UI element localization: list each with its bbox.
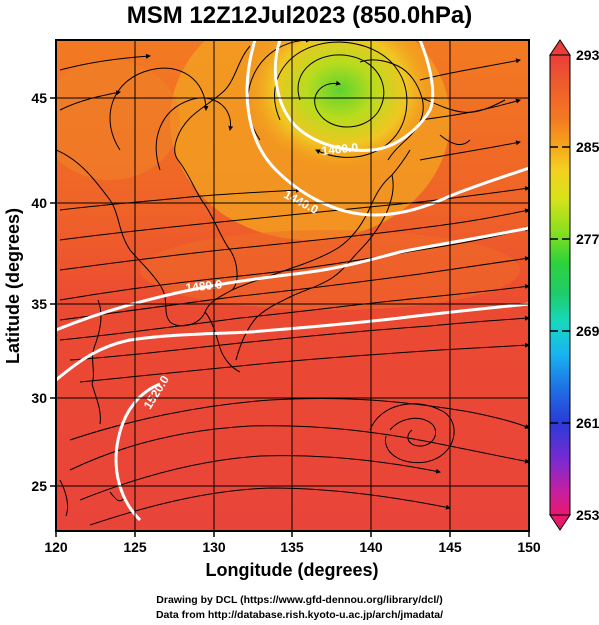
tick-marks (50, 97, 530, 537)
credit-data-source: Data from http://database.rish.kyoto-u.a… (155, 609, 444, 621)
y-axis-title: Latitude (degrees) (3, 208, 23, 364)
y-tick-30: 30 (31, 390, 47, 406)
temperature-field (56, 40, 529, 531)
x-tick-140: 140 (359, 539, 383, 555)
y-tick-labels: 45 40 35 30 25 (31, 90, 47, 494)
height-contours (56, 40, 529, 522)
colorbar-label-277: 277 (576, 231, 599, 247)
x-tick-120: 120 (44, 539, 68, 555)
y-tick-35: 35 (31, 296, 47, 312)
x-tick-125: 125 (123, 539, 147, 555)
y-tick-25: 25 (31, 478, 47, 494)
y-tick-40: 40 (31, 195, 47, 211)
x-tick-135: 135 (280, 539, 304, 555)
colorbar-label-293: 293 (576, 47, 599, 63)
colorbar-label-269: 269 (576, 323, 599, 339)
credit-drawing: Drawing by DCL (https://www.gfd-dennou.o… (156, 594, 443, 606)
colorbar-label-253: 253 (576, 507, 599, 523)
colorbar-label-285: 285 (576, 139, 599, 155)
x-axis-title: Longitude (degrees) (205, 560, 378, 580)
colorbar-scale (549, 54, 571, 516)
colorbar-top-arrow (549, 39, 571, 56)
x-tick-130: 130 (202, 539, 226, 555)
x-tick-145: 145 (438, 539, 462, 555)
colorbar-bottom-arrow (549, 514, 571, 531)
colorbar-label-261: 261 (576, 415, 599, 431)
grid-lines (56, 40, 529, 531)
colorbar: 293 285 277 269 261 253 (549, 39, 599, 531)
y-tick-45: 45 (31, 90, 47, 106)
contour-label-1400: 1400.0 (321, 140, 359, 158)
x-tick-150: 150 (517, 539, 541, 555)
map-title: MSM 12Z12Jul2023 (850.0hPa) (126, 2, 473, 29)
x-tick-labels: 120 125 130 135 140 145 150 (44, 539, 541, 555)
contour-1480 (56, 226, 529, 332)
